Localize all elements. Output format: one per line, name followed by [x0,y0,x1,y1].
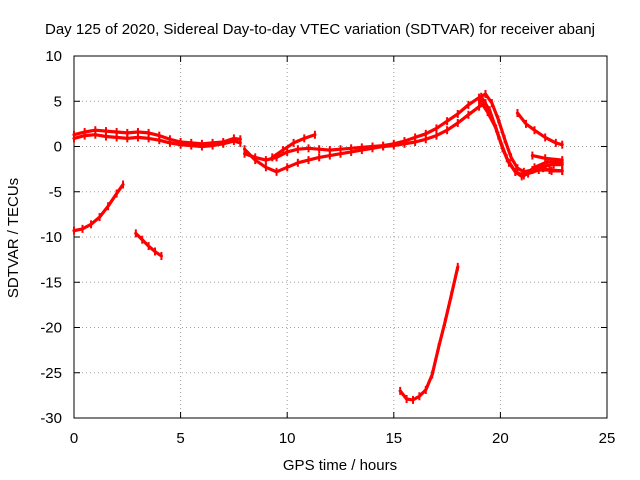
plot-frame [73,55,608,419]
y-tick-label: -5 [49,184,62,201]
series-line-mid-lower [243,101,488,174]
series-line-late-low-a [530,154,564,162]
x-tick-label: 10 [279,430,296,447]
y-tick-label: -25 [40,365,62,382]
x-tick-label: 15 [385,430,402,447]
series-line-mid-upper [243,92,488,162]
x-tick-label: 0 [70,430,78,447]
y-tick-label: -20 [40,320,62,337]
x-tick-label: 20 [492,430,509,447]
series-line-late-low-b [541,166,564,173]
y-tick-label: 5 [54,93,62,110]
series-line-late-high [515,111,564,147]
series-line-deep-dip [398,265,460,402]
chart-title: Day 125 of 2020, Sidereal Day-to-day VTE… [45,21,595,38]
series-line-band-upper-a [72,128,242,146]
y-tick-label: 0 [54,139,62,156]
grid-lines [74,56,607,418]
y-tick-label: -15 [40,274,62,291]
y-tick-label: -30 [40,410,62,427]
axis-ticks: 0 5 10 15 20 25 10 5 0 -5 -10 -15 -20 -25 -30 [40,48,615,447]
y-tick-label: -10 [40,229,62,246]
x-tick-label: 25 [599,430,616,447]
x-tick-label: 5 [176,430,184,447]
series-group [72,90,564,404]
y-tick-label: 10 [45,48,62,65]
x-axis-label: GPS time / hours [283,457,397,474]
y-axis-label: SDTVAR / TECUs [5,178,22,298]
